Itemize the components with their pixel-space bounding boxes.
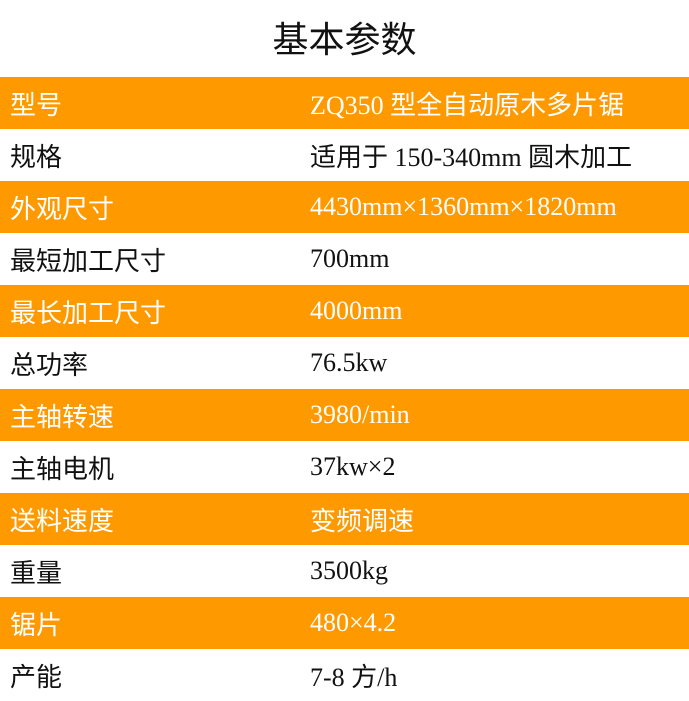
param-value: 变频调速 (310, 506, 415, 536)
param-label: 最短加工尺寸 (10, 246, 167, 276)
param-value: 700mm (310, 244, 390, 273)
param-label: 规格 (10, 142, 63, 172)
table-row: 最短加工尺寸 700mm (0, 233, 689, 285)
param-label: 型号 (10, 90, 63, 120)
table-row: 重量 3500kg (0, 545, 689, 597)
param-label: 产能 (10, 662, 63, 692)
param-value: 76.5kw (310, 348, 388, 377)
table-row: 最长加工尺寸 4000mm (0, 285, 689, 337)
table-row: 主轴电机 37kw×2 (0, 441, 689, 493)
table-row: 锯片 480×4.2 (0, 597, 689, 649)
param-value: 480×4.2 (310, 608, 397, 637)
parameters-table: 型号 ZQ350 型全自动原木多片锯规格 适用于 150-340mm 圆木加工外观尺… (0, 77, 689, 701)
param-value: 4000mm (310, 296, 403, 325)
table-row: 送料速度 变频调速 (0, 493, 689, 545)
param-value: 3980/min (310, 400, 410, 429)
param-label: 锯片 (10, 610, 63, 640)
param-value: 37kw×2 (310, 452, 396, 481)
table-row: 产能 7-8 方/h (0, 649, 689, 701)
table-row: 主轴转速 3980/min (0, 389, 689, 441)
param-label: 主轴电机 (10, 454, 115, 484)
table-row: 型号 ZQ350 型全自动原木多片锯 (0, 77, 689, 129)
table-row: 规格 适用于 150-340mm 圆木加工 (0, 129, 689, 181)
param-value: 4430mm×1360mm×1820mm (310, 192, 617, 221)
param-label: 外观尺寸 (10, 194, 115, 224)
param-label: 最长加工尺寸 (10, 298, 167, 328)
table-row: 外观尺寸 4430mm×1360mm×1820mm (0, 181, 689, 233)
param-value: 适用于 150-340mm 圆木加工 (310, 142, 633, 172)
param-value: ZQ350 型全自动原木多片锯 (310, 90, 625, 120)
param-label: 主轴转速 (10, 402, 115, 432)
param-label: 总功率 (10, 350, 89, 380)
table-row: 总功率 76.5kw (0, 337, 689, 389)
param-value: 7-8 方/h (310, 662, 398, 692)
page-title: 基本参数 (272, 20, 417, 60)
param-label: 送料速度 (10, 506, 115, 536)
param-value: 3500kg (310, 556, 388, 585)
param-label: 重量 (10, 558, 63, 588)
